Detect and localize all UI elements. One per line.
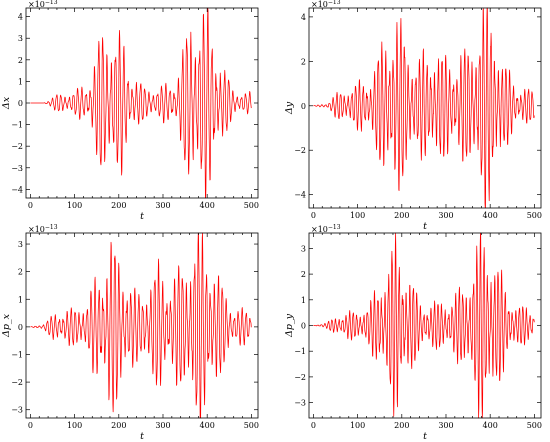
y-axis-multiplier-exponent: −13 <box>328 0 341 6</box>
x-tick-label: 0 <box>311 421 316 430</box>
y-tick-label: −2 <box>294 146 306 155</box>
x-tick-label: 0 <box>28 421 33 430</box>
y-tick-label: 2 <box>301 270 306 279</box>
y-tick-label: −2 <box>294 373 306 382</box>
y-tick-label: 3 <box>18 34 23 43</box>
y-axis-label: Δp_y <box>284 313 295 338</box>
plot-frame <box>308 7 542 209</box>
chart-panel-1: 0 100 200 300 400 500 −4 −3 −2 −1 0 1 2 3 4 t Δx ×10−13 <box>1 0 259 222</box>
y-tick-label: 0 <box>301 322 306 331</box>
x-tick-label: 200 <box>111 421 126 430</box>
y-tick-label: 4 <box>301 13 306 22</box>
x-tick-label: 300 <box>438 211 453 220</box>
x-tick-label: 400 <box>483 421 498 430</box>
y-axis-label: Δp_x <box>1 313 12 338</box>
x-tick-label: 500 <box>527 211 542 220</box>
x-tick-label: 300 <box>438 421 453 430</box>
y-axis-multiplier: ×10−13 <box>28 0 58 9</box>
y-tick-label: 0 <box>301 102 306 111</box>
x-tick-label: 400 <box>483 211 498 220</box>
x-tick-label: 0 <box>311 211 316 220</box>
x-tick-label: 200 <box>394 421 409 430</box>
y-tick-label: −4 <box>294 191 306 200</box>
chart-panel-2: 0 100 200 300 400 500 −4 −2 0 2 4 t Δy ×10−13 <box>284 0 542 232</box>
y-tick-label: 4 <box>18 13 23 22</box>
x-tick-label: 500 <box>244 421 259 430</box>
x-tick-label: 300 <box>155 421 170 430</box>
x-axis-label: t <box>140 211 144 222</box>
x-tick-label: 100 <box>350 421 365 430</box>
y-tick-label: −2 <box>11 378 23 387</box>
y-tick-label: −4 <box>11 185 23 194</box>
data-series-line <box>30 7 252 199</box>
y-axis-multiplier-exponent: −13 <box>45 224 58 231</box>
y-tick-label: 2 <box>301 57 306 66</box>
chart-panel-3: 0 100 200 300 400 500 −3 −2 −1 0 1 2 3 t Δp_x ×10−13 <box>1 224 259 442</box>
x-tick-label: 200 <box>394 211 409 220</box>
data-series-line <box>313 7 535 209</box>
x-tick-label: 500 <box>244 201 259 210</box>
x-tick-label: 200 <box>111 201 126 210</box>
plot-frame <box>25 232 259 419</box>
x-axis-label: t <box>423 431 427 442</box>
x-tick-label: 300 <box>155 201 170 210</box>
data-series-line <box>30 232 252 419</box>
y-axis-multiplier-exponent: −13 <box>45 0 58 6</box>
y-tick-label: 2 <box>18 268 23 277</box>
y-axis-multiplier: ×10−13 <box>28 224 58 234</box>
y-tick-label: −3 <box>294 399 306 408</box>
y-tick-label: −3 <box>11 164 23 173</box>
x-tick-label: 100 <box>67 201 82 210</box>
x-axis-label: t <box>423 221 427 232</box>
y-tick-label: 1 <box>301 296 306 305</box>
y-tick-label: −1 <box>294 347 306 356</box>
y-tick-label: 3 <box>301 244 306 253</box>
y-axis-multiplier-exponent: −13 <box>328 224 341 231</box>
x-tick-label: 400 <box>200 201 215 210</box>
x-tick-label: 500 <box>527 421 542 430</box>
y-axis-multiplier: ×10−13 <box>311 224 341 234</box>
x-tick-label: 400 <box>200 421 215 430</box>
y-axis-multiplier: ×10−13 <box>311 0 341 9</box>
x-tick-label: 0 <box>28 201 33 210</box>
y-tick-label: 1 <box>18 77 23 86</box>
y-tick-label: 3 <box>18 240 23 249</box>
y-tick-label: −3 <box>11 406 23 415</box>
y-axis-label: Δx <box>1 96 12 110</box>
y-tick-label: 0 <box>18 323 23 332</box>
y-tick-label: 1 <box>18 295 23 304</box>
y-tick-label: −2 <box>11 142 23 151</box>
x-axis-label: t <box>140 431 144 442</box>
y-axis-label: Δy <box>284 101 295 115</box>
y-tick-label: 0 <box>18 99 23 108</box>
y-tick-label: −1 <box>11 121 23 130</box>
y-tick-label: 2 <box>18 56 23 65</box>
data-series-line <box>313 232 535 419</box>
x-tick-label: 100 <box>67 421 82 430</box>
y-tick-label: −1 <box>11 350 23 359</box>
chart-panel-4: 0 100 200 300 400 500 −3 −2 −1 0 1 2 3 t Δp_y ×10−13 <box>284 224 542 442</box>
x-tick-label: 100 <box>350 211 365 220</box>
